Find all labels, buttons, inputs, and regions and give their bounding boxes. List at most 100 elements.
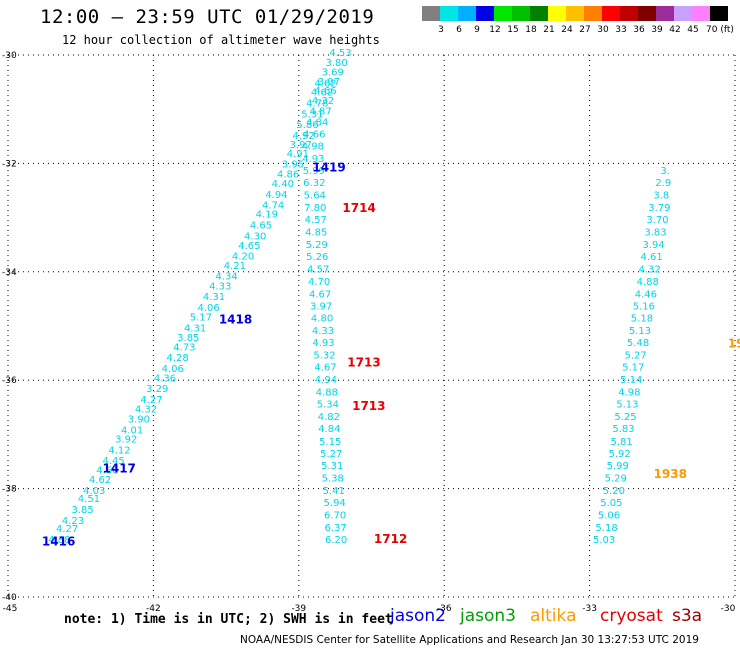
swh-value: 4.80 [311,314,333,325]
scale-label: 12 [489,25,501,35]
swh-value: 5.92 [609,449,631,460]
swh-value: 7.80 [304,203,326,214]
swh-value: 4.73 [173,342,195,353]
chart-title: 12:00 – 23:59 UTC 01/29/2019 [40,6,375,28]
pass-time-label: 1419 [312,161,345,175]
swh-value: 4.84 [306,117,328,128]
swh-value: 3.85 [72,505,94,516]
swh-value: 2.9 [655,178,671,189]
scale-label: 45 [687,25,699,35]
swh-value: 3.97 [290,140,312,151]
swh-value: 5.14 [620,375,642,386]
pass-time-labels: 1416 1417 1418 1419 1714 1713 1713 1712 1938 19 [42,161,740,549]
pass-time-label: 1418 [219,312,252,326]
x-tick-label: -45 [3,604,18,614]
scale-label: 18 [525,25,537,35]
swh-value: 4.88 [637,277,659,288]
x-tick-label: -42 [146,604,161,614]
swh-value: 4.94 [315,375,337,386]
legend-s3a: s3a [672,606,703,626]
swh-value: 5.94 [324,498,346,509]
swh-value: 5.81 [610,437,632,448]
pass-time-label: 1417 [103,461,136,475]
swh-value: 4.57 [307,264,329,275]
swh-value: 4.03 [83,486,105,497]
chart-subtitle: 12 hour collection of altimeter wave hei… [62,33,380,47]
swh-value: 4.93 [302,154,324,165]
swh-value: 5.13 [629,326,651,337]
scale-swatch [440,6,458,21]
swh-value: 4.62 [311,88,333,99]
scale-label: 3 [438,25,444,35]
pass-time-label: 1712 [374,532,407,546]
swh-value: 4.33 [209,282,231,293]
scale-swatch [512,6,530,21]
swh-value: 4.31 [203,292,225,303]
swh-value: 4.61 [641,252,663,263]
swh-value: 5.13 [616,399,638,410]
legend-jason3: jason3 [460,606,516,626]
swh-value: 4.91 [287,149,309,160]
swh-value: 5.48 [627,338,649,349]
swh-value: 4.27 [56,524,78,535]
swh-value: 5.15 [319,437,341,448]
scale-swatch [458,6,476,21]
swh-value: 4.65 [238,241,260,252]
scale-swatch [422,6,440,21]
grid-lines [7,54,736,598]
y-tick-label: -38 [2,485,17,495]
swh-value: 4.21 [224,261,246,272]
swh-value: 4.67 [314,362,336,373]
swh-value: 5.83 [612,424,634,435]
scale-label: 15 [507,25,519,35]
swh-value: 5.06 [598,510,620,521]
swh-value: 4.86 [277,169,299,180]
swh-value: 4.92 [293,131,315,142]
swh-value: 3.69 [322,68,344,79]
swh-value: 5.05 [600,498,622,509]
swh-value: 4.53 [329,48,351,59]
swh-value: 4.82 [318,412,340,423]
scale-swatch [584,6,602,21]
swh-value: 4.98 [618,387,640,398]
y-tick-label: -40 [2,593,17,603]
x-tick-label: -33 [582,604,597,614]
scale-swatch [566,6,584,21]
scale-swatch [620,6,638,21]
wave-height-values: 4.884.274.233.854.514.034.624.604.454.12… [48,48,671,546]
axis-tick-labels: -45 -42 -39 -36 -33 -30 -30 -32 -34 -36 -38 -40 [2,51,736,614]
y-tick-label: -32 [2,159,17,169]
swh-value: 4.27 [140,395,162,406]
swh-value: 4.74 [262,200,284,211]
swh-value: 3.29 [146,384,168,395]
x-tick-label: -36 [437,604,452,614]
y-tick-label: -30 [2,51,17,61]
scale-swatch [638,6,656,21]
swh-value: 5.29 [306,240,328,251]
scale-label: 30 [597,25,609,35]
pass-time-label: 1713 [352,399,385,413]
swh-value: 4.40 [272,179,294,190]
swh-value: 6.32 [303,178,325,189]
legend-altika: altika [530,606,577,626]
swh-value: 5.17 [622,362,644,373]
swh-value: 4.12 [108,445,130,456]
swh-value: 4.93 [312,338,334,349]
swh-value: 5.38 [322,474,344,485]
x-tick-label: -39 [291,604,306,614]
swh-value: 4.60 [96,465,118,476]
swh-value: 5.25 [614,412,636,423]
y-tick-label: -36 [2,376,17,386]
swh-value: 6.20 [325,535,347,546]
swh-value: 4.87 [309,107,331,118]
pass-time-label: 19 [728,337,740,351]
swh-value: 5.26 [306,252,328,263]
swh-value: 4.32 [639,264,661,275]
swh-value: 3.95 [282,160,304,171]
scale-swatch [602,6,620,21]
swh-value: 4.06 [198,303,220,314]
swh-value: 4.28 [167,353,189,364]
swh-value: 5.86 [296,120,318,131]
swh-value: 5.34 [317,399,339,410]
scale-label: 36 [633,25,645,35]
